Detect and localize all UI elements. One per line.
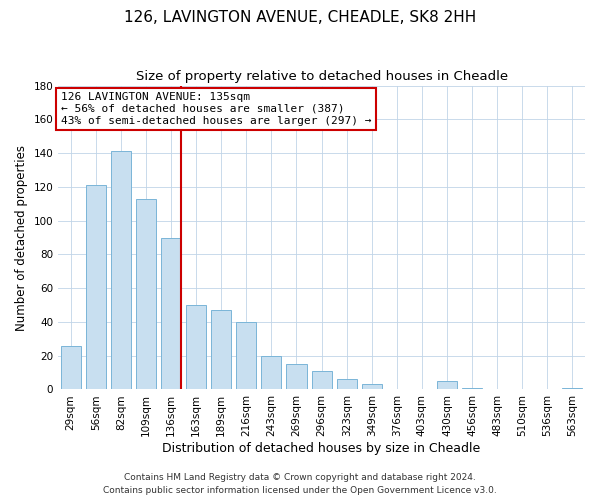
Bar bbox=[286, 364, 307, 390]
Bar bbox=[236, 322, 256, 390]
Bar bbox=[462, 388, 482, 390]
Text: Contains HM Land Registry data © Crown copyright and database right 2024.
Contai: Contains HM Land Registry data © Crown c… bbox=[103, 473, 497, 495]
Bar bbox=[186, 305, 206, 390]
Text: 126, LAVINGTON AVENUE, CHEADLE, SK8 2HH: 126, LAVINGTON AVENUE, CHEADLE, SK8 2HH bbox=[124, 10, 476, 25]
Bar bbox=[337, 380, 357, 390]
Bar bbox=[311, 371, 332, 390]
Y-axis label: Number of detached properties: Number of detached properties bbox=[15, 144, 28, 330]
Bar bbox=[562, 388, 583, 390]
Bar bbox=[362, 384, 382, 390]
Bar bbox=[61, 346, 81, 390]
X-axis label: Distribution of detached houses by size in Cheadle: Distribution of detached houses by size … bbox=[163, 442, 481, 455]
Bar bbox=[86, 185, 106, 390]
Title: Size of property relative to detached houses in Cheadle: Size of property relative to detached ho… bbox=[136, 70, 508, 83]
Bar bbox=[262, 356, 281, 390]
Bar bbox=[111, 152, 131, 390]
Bar bbox=[211, 310, 231, 390]
Bar bbox=[136, 198, 156, 390]
Bar bbox=[161, 238, 181, 390]
Bar bbox=[437, 381, 457, 390]
Text: 126 LAVINGTON AVENUE: 135sqm
← 56% of detached houses are smaller (387)
43% of s: 126 LAVINGTON AVENUE: 135sqm ← 56% of de… bbox=[61, 92, 371, 126]
